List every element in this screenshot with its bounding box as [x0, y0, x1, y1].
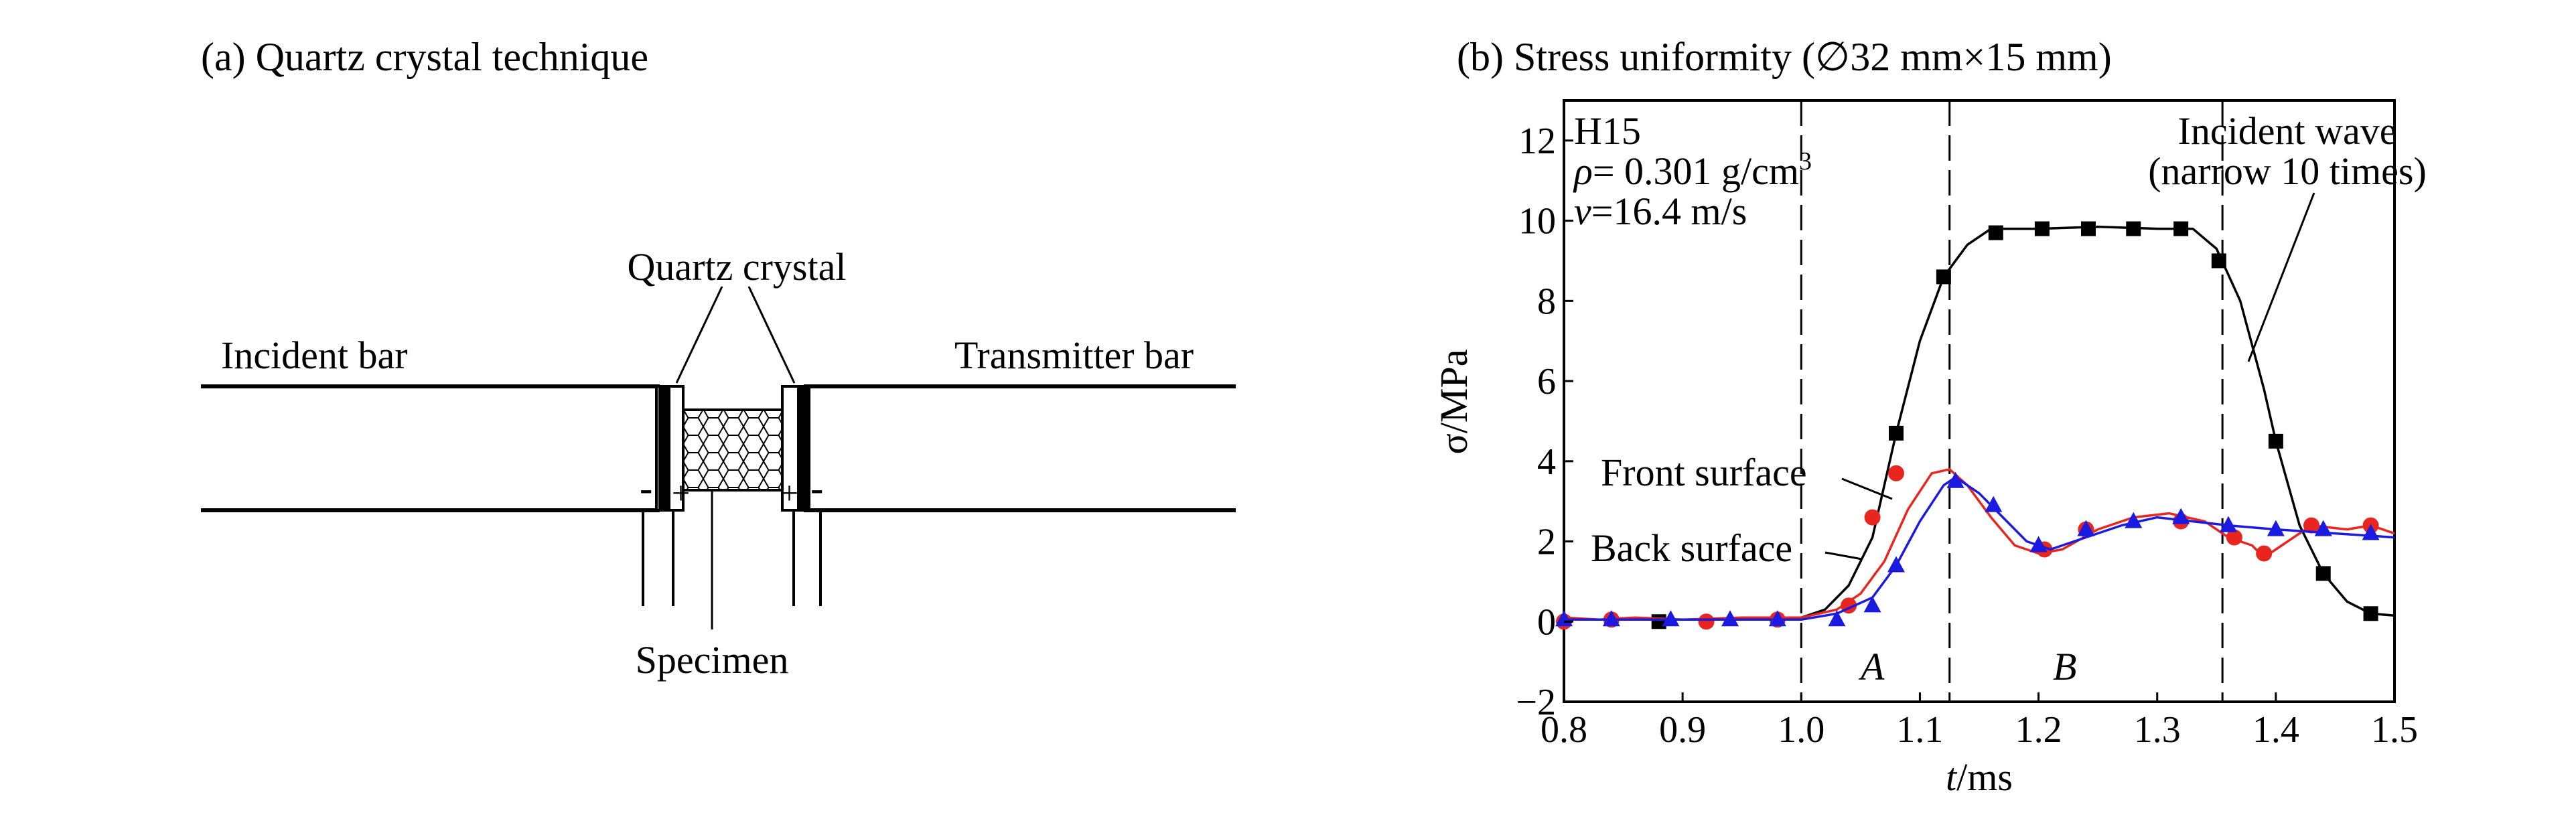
back-surface-marker	[2220, 516, 2237, 532]
back-surface-marker	[1985, 496, 2003, 512]
back-surface-marker	[2267, 520, 2285, 536]
crystal-leader-right	[747, 286, 796, 384]
back-surface-leader	[1824, 551, 1863, 560]
x-axis-label: t/ms	[1946, 755, 2013, 799]
front-surface-leader	[1841, 477, 1893, 500]
incident-wave-marker	[2080, 221, 2096, 236]
panel-a: (a) Quartz crystal technique - + + -	[201, 35, 1236, 682]
incident-wave-marker	[1889, 425, 1904, 441]
plus-right: +	[780, 475, 798, 511]
minus-left: -	[640, 466, 652, 510]
y-tick-label: 4	[1537, 441, 1556, 483]
x-tick-label: 1.3	[2134, 709, 2181, 751]
front-surface-marker	[2226, 529, 2242, 546]
v-value: =16.4 m/s	[1591, 190, 1747, 233]
incident-wave-leader	[2247, 192, 2315, 362]
y-tick-label: 10	[1518, 201, 1556, 242]
back-surface-marker	[1768, 610, 1786, 627]
back-surface-marker	[1887, 556, 1905, 573]
incident-wave-marker	[2173, 221, 2189, 236]
back-surface-marker	[1662, 610, 1680, 627]
back-surface-marker	[2314, 520, 2332, 536]
front-surface-marker	[1888, 465, 1904, 481]
back-surface-label: Back surface	[1591, 526, 1792, 570]
front-surface-marker	[2256, 545, 2273, 562]
x-tick-label: 1.2	[2015, 709, 2062, 751]
front-surface-marker	[2303, 517, 2319, 534]
incident-wave-marker	[1988, 225, 2003, 240]
incident-wave-marker	[1651, 614, 1666, 629]
plot-frame	[1563, 99, 2396, 703]
region-b-label: B	[2053, 645, 2076, 688]
back-surface-marker	[2172, 508, 2190, 524]
region-a-label: A	[1858, 645, 1885, 688]
panel-b: (b) Stress uniformity (∅32 mm×15 mm) 0.8…	[1432, 35, 2427, 799]
front-surface-label: Front surface	[1601, 451, 1807, 494]
back-surface-marker	[2029, 536, 2048, 552]
incident-wave-label: Incident wave	[2178, 109, 2397, 153]
transmitter-bar-label: Transmitter bar	[954, 333, 1194, 377]
incident-wave-marker	[2034, 221, 2050, 236]
y-tick-label: 2	[1537, 522, 1556, 563]
panel-b-title: (b) Stress uniformity (∅32 mm×15 mm)	[1457, 35, 2112, 79]
rho-exponent: 3	[1799, 147, 1812, 175]
y-tick-label: 12	[1518, 121, 1556, 162]
back-surface-marker	[1946, 471, 1964, 488]
incident-wave-marker	[2211, 253, 2226, 269]
series-line-back-surface	[1564, 475, 2395, 621]
rho-symbol: ρ	[1573, 149, 1593, 193]
panel-a-title: (a) Quartz crystal technique	[201, 35, 648, 79]
y-tick-label: 0	[1537, 601, 1556, 643]
front-surface-marker	[1864, 509, 1881, 526]
x-axis-unit: /ms	[1956, 755, 2013, 799]
x-axis-symbol: t	[1946, 755, 1958, 799]
velocity-text: v=16.4 m/s	[1574, 190, 1747, 233]
series-layer	[1555, 221, 2395, 630]
crystal-leader-left	[675, 286, 723, 384]
x-tick-label: 1.0	[1778, 709, 1824, 751]
back-surface-marker	[1828, 610, 1846, 627]
incident-wave-marker	[2363, 606, 2378, 621]
incident-wave-marker	[2268, 433, 2283, 449]
density-text: ρ= 0.301 g/cm3	[1573, 147, 1812, 193]
minus-right: -	[810, 466, 823, 510]
quartz-crystal-right	[797, 386, 809, 510]
specimen	[682, 408, 784, 492]
incident-bar-label: Incident bar	[221, 333, 408, 377]
quartz-crystal-label: Quartz crystal	[628, 245, 847, 289]
x-tick-label: 0.8	[1541, 709, 1587, 751]
back-surface-marker	[2362, 524, 2380, 540]
back-surface-marker	[1863, 596, 1881, 613]
plus-left: +	[672, 475, 690, 511]
y-tick-label: 6	[1537, 361, 1556, 402]
front-surface-marker	[1698, 613, 1715, 630]
quartz-crystal-left	[658, 386, 670, 510]
reference-lines	[1800, 100, 2224, 702]
back-surface-marker	[1721, 610, 1739, 627]
specimen-id: H15	[1574, 109, 1641, 153]
x-tick-label: 1.1	[1896, 709, 1943, 751]
plot-area: 0.8 0.9 1.0 1.1 1.2 1.3 1.4 1.5 −2 0 2 4 6 8 10 12	[1516, 99, 2418, 751]
y-axis-label: σ/MPa	[1432, 350, 1476, 455]
back-surface-marker	[1602, 610, 1620, 627]
incident-wave-note: (narrow 10 times)	[2148, 149, 2427, 193]
specimen-label: Specimen	[636, 638, 789, 682]
incident-wave-marker	[1936, 269, 1951, 285]
x-tick-label: 1.5	[2371, 709, 2418, 751]
rho-value: = 0.301 g/cm	[1593, 149, 1799, 193]
x-tick-label: 1.4	[2252, 709, 2299, 751]
back-surface-marker	[2077, 520, 2095, 536]
axis-ticks: 0.8 0.9 1.0 1.1 1.2 1.3 1.4 1.5 −2 0 2 4 6 8 10 12	[1516, 121, 2418, 751]
back-surface-marker	[2125, 512, 2143, 528]
x-tick-label: 0.9	[1659, 709, 1706, 751]
v-symbol: v	[1574, 190, 1591, 233]
incident-wave-marker	[2315, 566, 2331, 581]
incident-wave-marker	[2126, 221, 2141, 236]
y-tick-label: 8	[1537, 281, 1556, 322]
y-tick-label: −2	[1516, 682, 1556, 723]
